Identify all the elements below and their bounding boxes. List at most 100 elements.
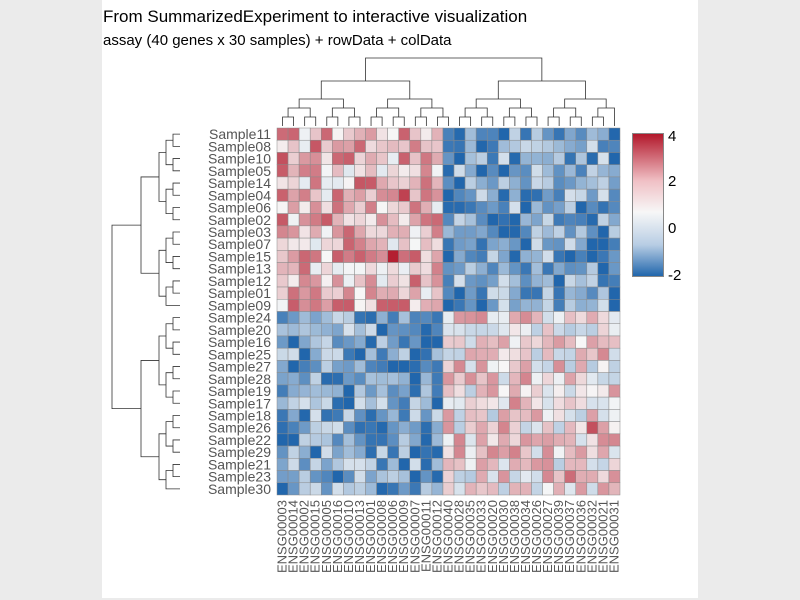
heatmap-cell: [509, 237, 521, 251]
heatmap-cell: [531, 152, 543, 165]
heatmap-cell: [298, 347, 311, 361]
heatmap-cell: [509, 409, 521, 422]
heatmap-cell: [420, 372, 433, 386]
heatmap-cell: [520, 372, 532, 386]
heatmap-cell: [498, 372, 510, 386]
heatmap-cell: [354, 262, 366, 276]
heatmap-cell: [398, 384, 411, 398]
heatmap-cell: [398, 188, 411, 202]
heatmap-cell: [575, 396, 588, 410]
heatmap-cell: [431, 445, 444, 459]
heatmap-cell: [287, 409, 300, 422]
heatmap-cell: [287, 250, 300, 263]
heatmap-cell: [575, 384, 588, 398]
heatmap-cell: [309, 458, 322, 471]
heatmap-cell: [564, 445, 576, 459]
heatmap-cell: [564, 176, 576, 190]
heatmap-cell: [464, 213, 477, 227]
heatmap-cell: [586, 433, 599, 447]
heatmap-cell: [309, 213, 322, 227]
heatmap-cell: [287, 225, 300, 239]
heatmap-cell: [276, 482, 289, 496]
heatmap-cell: [531, 139, 543, 153]
heatmap-cell: [475, 213, 488, 227]
heatmap-cell: [542, 384, 554, 398]
heatmap-cell: [564, 164, 576, 178]
heatmap-cell: [498, 127, 510, 141]
heatmap-cell: [321, 433, 333, 447]
heatmap-cell: [420, 323, 433, 337]
column-label: ENSG00028: [452, 500, 467, 573]
heatmap-cell: [608, 470, 621, 484]
row-label: Sample27: [208, 359, 271, 375]
column-label: ENSG00030: [496, 500, 511, 573]
heatmap-cell: [287, 164, 300, 178]
heatmap-cell: [453, 299, 466, 312]
heatmap-cell: [420, 213, 433, 227]
heatmap-cell: [575, 274, 588, 288]
heatmap-cell: [431, 433, 444, 447]
heatmap-cell: [608, 482, 621, 496]
dendrogram-branch: [111, 224, 141, 410]
heatmap-cell: [321, 384, 333, 398]
heatmap-cell: [309, 286, 322, 300]
heatmap-cell: [398, 139, 411, 153]
heatmap-cell: [287, 213, 300, 227]
row-label: Sample23: [208, 469, 271, 485]
heatmap-cell: [531, 237, 543, 251]
heatmap-cell: [520, 139, 532, 153]
dendrogram-branch: [287, 107, 311, 117]
heatmap-cell: [420, 237, 433, 251]
heatmap-cell: [597, 237, 610, 251]
heatmap-cell: [531, 188, 543, 202]
heatmap-cell: [608, 201, 621, 214]
heatmap-cell: [453, 225, 466, 239]
column-label: ENSG00038: [507, 500, 522, 573]
row-label: Sample06: [208, 200, 271, 216]
heatmap-cell: [343, 286, 355, 300]
heatmap-cell: [475, 201, 488, 214]
column-label: ENSG00006: [385, 500, 400, 573]
heatmap-cell: [553, 311, 565, 324]
heatmap-cell: [509, 360, 521, 373]
heatmap-cell: [608, 213, 621, 227]
heatmap-cell: [332, 360, 344, 373]
column-label: ENSG00011: [418, 500, 433, 572]
heatmap-cell: [453, 250, 466, 263]
heatmap-cell: [276, 421, 289, 435]
heatmap-cell: [564, 188, 576, 202]
heatmap-cell: [287, 482, 300, 496]
heatmap-cell: [321, 396, 333, 410]
heatmap-cell: [486, 286, 499, 300]
heatmap-cell: [387, 470, 399, 484]
heatmap-cell: [520, 274, 532, 288]
heatmap-cell: [276, 213, 289, 227]
heatmap-cell: [431, 152, 444, 165]
heatmap-cell: [354, 421, 366, 435]
heatmap-cell: [453, 421, 466, 435]
heatmap-cell: [365, 384, 377, 398]
heatmap-cell: [486, 433, 499, 447]
row-label: Sample05: [208, 163, 271, 179]
heatmap-cell: [586, 360, 599, 373]
heatmap-cell: [354, 176, 366, 190]
heatmap-cell: [498, 311, 510, 324]
heatmap-cell: [409, 286, 422, 300]
heatmap-cell: [420, 347, 433, 361]
heatmap-cell: [343, 311, 355, 324]
heatmap-cell: [365, 127, 377, 141]
heatmap-cell: [442, 250, 455, 263]
heatmap-cell: [343, 164, 355, 178]
heatmap-cell: [298, 201, 311, 214]
heatmap-cell: [298, 335, 311, 349]
heatmap-cell: [321, 201, 333, 214]
heatmap-cell: [608, 323, 621, 337]
row-label: Sample16: [208, 334, 271, 350]
heatmap-cell: [542, 323, 554, 337]
heatmap-cell: [475, 458, 488, 471]
heatmap-cell: [575, 482, 588, 496]
dendrogram-branch: [172, 366, 180, 380]
heatmap-cell: [420, 470, 433, 484]
heatmap-cell: [597, 409, 610, 422]
